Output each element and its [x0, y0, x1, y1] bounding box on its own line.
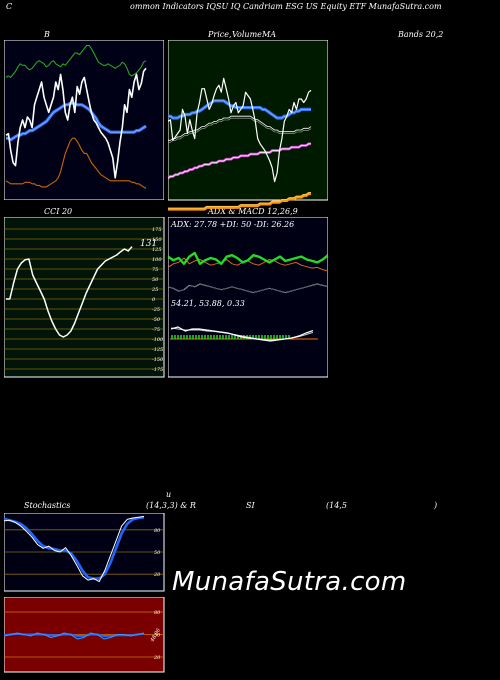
price-ma-panel: [168, 40, 328, 211]
cci-tick-label: 100: [152, 257, 162, 263]
rsi-close-paren: ): [434, 501, 438, 510]
ma-label: MA: [262, 30, 276, 39]
cci-tick-label: -100: [152, 337, 164, 343]
cci-panel: 175 150 125 100 75 50 25 0 -25 -50 -75 -100 -125 -150…: [4, 217, 165, 378]
cci-tick-label: -75: [152, 327, 160, 333]
bollinger-params-label: Bands 20,2: [398, 30, 444, 39]
cci-tick-label: 50: [152, 277, 159, 283]
ma-long-line-highlight: [168, 143, 311, 179]
stochastics-d-line: [4, 515, 145, 580]
price-ma-bg: [168, 40, 328, 201]
adx-macd-label: ADX & MACD 12,26,9: [208, 207, 298, 216]
stochastics-lines: [4, 515, 145, 583]
rsi-tick-label: 50: [154, 633, 161, 639]
stochastics-tick-label: 20: [153, 572, 161, 578]
plus-di-line: [168, 251, 328, 265]
adx-lines: [168, 251, 328, 294]
cci-tick-label: -50: [152, 317, 161, 323]
cci-tick-label: -25: [152, 307, 160, 313]
stochastics-params: (14,3,3) & R: [146, 501, 196, 510]
bollinger-lines: [5, 44, 147, 189]
adx-macd-panel: ADX: 27.78 +DI: 50 -DI: 26.26 54.21, 53.…: [168, 217, 328, 378]
stochastics-tick-label: 50: [154, 550, 161, 556]
cci-tick-label: -125: [152, 347, 163, 353]
bollinger-bg: [4, 40, 164, 200]
rsi-tick-label: 20: [153, 655, 161, 661]
cci-grid: 175 150 125 100 75 50 25 0 -25 -50 -75 -100 -125 -150…: [4, 227, 164, 373]
cci-line: [6, 246, 133, 338]
rsi-params: (14,5: [326, 501, 347, 510]
cci-tick-label: 25: [151, 287, 158, 293]
cci-tick-label: 125: [152, 247, 162, 253]
ma-slow-line: [168, 115, 312, 141]
cci-value-label: 131: [140, 239, 157, 249]
rsi-tick-label: 80: [154, 610, 161, 616]
cci-tick-label: 150: [152, 237, 162, 243]
prefix-letter: C: [6, 2, 13, 11]
macd-lines: [170, 326, 318, 342]
macd-line: [170, 326, 314, 342]
bollinger-label: B: [44, 30, 50, 39]
stochastics-k-line: [4, 516, 145, 583]
chart-title: ommon Indicators IQSU IQ Candriam ESG US…: [130, 2, 442, 11]
bollinger-price-line: [5, 67, 147, 179]
price-ma-price-line: [168, 77, 312, 183]
adx-line-dash: [168, 283, 328, 293]
cci-label: CCI 20: [44, 207, 73, 216]
rsi-lines: [4, 632, 145, 640]
rsi-slow-line: [4, 632, 145, 637]
volume-label: Volume: [232, 30, 262, 39]
adx-macd-bg: [168, 217, 328, 378]
rsi-label: SI: [246, 501, 255, 510]
watermark: MunafaSutra.com: [172, 567, 407, 597]
cci-tick-label: -150: [152, 357, 164, 363]
volume-line: [168, 192, 311, 211]
bollinger-panel: [4, 40, 164, 200]
cci-series-line: [6, 246, 133, 338]
stoch-midletter: u: [166, 490, 172, 499]
stochastics-panel: 80 50 20: [4, 513, 165, 592]
rsi-fast-line: [4, 632, 145, 640]
ma-slow-line-shadow: [168, 117, 312, 143]
cci-tick-label: 75: [152, 267, 158, 273]
bollinger-upper-band: [5, 44, 147, 78]
bollinger-lower-band: [5, 137, 147, 189]
cci-tick-label: 175: [152, 227, 162, 233]
stochastics-label: Stochastics: [24, 501, 71, 510]
cci-tick-label: -175: [152, 367, 163, 373]
volume-line-highlight: [168, 192, 311, 209]
stochastics-tick-label: 80: [154, 528, 161, 534]
macd-readout: 54.21, 53.88, 0.33: [171, 299, 245, 308]
adx-readout: ADX: 27.78 +DI: 50 -DI: 26.26: [170, 220, 294, 229]
price-ma-lines: [168, 77, 312, 211]
price-label: Price,: [208, 30, 232, 39]
cci-tick-label: 0: [152, 297, 156, 303]
